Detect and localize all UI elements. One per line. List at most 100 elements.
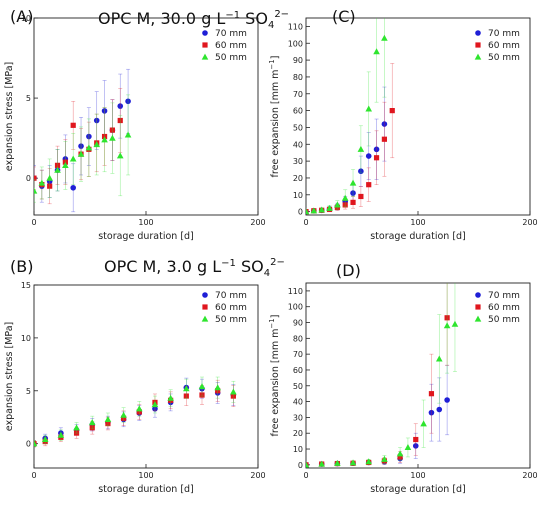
panel-b-point-50mm-5: [104, 415, 112, 422]
panel-c-ytick-label-8: 80: [293, 73, 303, 82]
panel-d-ytick-label-1: 10: [293, 445, 303, 454]
panel-b-legend-marker-2: [201, 315, 209, 322]
panel-c-legend-label-1: 60 mm: [488, 41, 520, 51]
panel-d-ytick-label-7: 70: [293, 350, 303, 359]
panel-b-point-60mm-10: [183, 393, 189, 399]
panel-a-point-60mm-5: [70, 122, 76, 128]
panel-a-point-60mm-11: [117, 117, 123, 124]
panel-c-point-50mm-10: [381, 34, 388, 41]
panel-a-point-70mm-5: [70, 184, 76, 191]
panel-c-ylabel: free expansion [mm m−1]: [268, 56, 281, 178]
panel-d-xtick-label-1: 100: [410, 471, 425, 480]
panel-d-ytick-label-4: 40: [293, 398, 303, 407]
panel-a-point-50mm-4: [62, 161, 69, 168]
panel-d-point-50mm-4: [365, 458, 373, 465]
panel-c-ytick-label-0: 0: [298, 208, 303, 217]
panel-b-ytick-label-3: 15: [21, 281, 31, 290]
panel-d-point-50mm-11: [451, 320, 459, 327]
panel-d-ytick-label-2: 20: [293, 429, 303, 438]
panel-b-point-50mm-2: [57, 431, 65, 438]
panel-d-ytick-label-10: 100: [288, 303, 303, 312]
panel-b-point-60mm-6: [121, 415, 127, 421]
panel-c-xtick-label-0: 0: [303, 218, 308, 227]
panel-a-point-70mm-9: [101, 108, 108, 114]
panel-c-legend-marker-0: [475, 30, 481, 36]
panel-c-ytick-label-3: 30: [293, 157, 303, 166]
panel-c-legend-label-0: 70 mm: [488, 29, 520, 39]
panel-d-ytick-label-3: 30: [293, 413, 303, 422]
panel-b-data: [34, 376, 237, 448]
panel-b-ytick-label-1: 5: [26, 387, 31, 396]
panel-c-xlabel: storage duration [d]: [370, 231, 466, 242]
panel-a-legend-label-0: 70 mm: [215, 29, 247, 39]
panel-d-point-50mm-2: [334, 459, 341, 466]
panel-c-ytick-label-10: 100: [288, 39, 303, 48]
panel-c-point-50mm-1: [310, 207, 318, 214]
panel-b-label: (B): [10, 257, 33, 276]
panel-c-point-50mm-7: [357, 145, 365, 152]
panel-c-point-60mm-8: [366, 182, 372, 188]
panel-d-ytick-label-6: 60: [293, 366, 303, 375]
panel-a-point-50mm-1: [38, 179, 46, 186]
panel-c-point-60mm-5: [342, 202, 348, 208]
panel-b-xtick-label-1: 100: [138, 471, 153, 480]
panel-b-point-60mm-13: [230, 393, 236, 399]
panel-c-point-50mm-8: [365, 105, 373, 112]
panel-a-point-50mm-3: [54, 166, 61, 173]
panel-d-legend-label-1: 60 mm: [488, 303, 520, 313]
panel-d-point-50mm-7: [404, 444, 412, 451]
panel-b-xtick-label-2: 200: [250, 471, 265, 480]
panel-c-xtick-label-1: 100: [410, 218, 425, 227]
panel-d-point-50mm-5: [381, 455, 388, 462]
panel-a-point-70mm-6: [78, 143, 84, 149]
panel-a-point-70mm-12: [125, 98, 131, 105]
panel-b-point-50mm-11: [198, 383, 206, 390]
panel-a-point-50mm-11: [116, 152, 124, 159]
panel-b-point-50mm-13: [230, 388, 237, 395]
panel-d-point-60mm-8: [428, 391, 435, 397]
panel-d-ytick-label-0: 0: [298, 461, 303, 470]
panel-b-point-50mm-0: [34, 440, 38, 447]
panel-c-data: [306, 18, 395, 215]
panel-d-ytick-label-5: 50: [293, 382, 303, 391]
panel-a-point-50mm-7: [85, 144, 93, 151]
panel-a-point-50mm-12: [124, 131, 132, 138]
panel-b-point-60mm-7: [136, 409, 142, 415]
panel-a-point-60mm-0: [34, 175, 37, 181]
panel-c-point-60mm-9: [373, 155, 380, 161]
panel-a-xtick-label-0: 0: [31, 218, 36, 227]
panel-a-point-50mm-6: [77, 150, 85, 157]
panel-c-ytick-label-6: 60: [293, 107, 303, 116]
panel-a-point-60mm-10: [109, 127, 115, 133]
panel-b-point-50mm-8: [151, 401, 159, 408]
panel-c-point-50mm-5: [341, 194, 349, 201]
panel-d-data: [306, 283, 459, 468]
panel-c-point-70mm-7: [358, 168, 364, 175]
panel-a-point-60mm-2: [47, 183, 53, 189]
panel-d-legend-label-2: 50 mm: [488, 315, 520, 325]
panel-d-point-70mm-10: [444, 397, 450, 403]
panel-c: 0 100 200 0 10 20 30 40 50 60 70 80 90 100 110 storage …: [268, 7, 538, 242]
panel-b-point-60mm-4: [89, 425, 95, 431]
panel-d-ylabel: free expansion [mm m−1]: [268, 315, 281, 437]
panel-d-ytick-label-11: 110: [288, 287, 303, 296]
panel-c-point-50mm-0: [306, 208, 310, 215]
panel-d-xtick-label-0: 0: [303, 471, 308, 480]
panel-b-point-50mm-4: [88, 419, 96, 426]
panel-b-point-60mm-3: [73, 430, 80, 436]
panel-a-point-60mm-3: [54, 162, 61, 168]
panel-c-legend-marker-1: [475, 42, 481, 48]
panel-d-point-50mm-8: [420, 420, 427, 427]
panel-a-legend-label-2: 50 mm: [215, 53, 247, 63]
panel-b-ylabel: expansion stress [MPa]: [4, 322, 15, 431]
panel-a-ytick-label-2: 10: [21, 14, 31, 23]
panel-d-point-50mm-0: [306, 461, 310, 468]
panel-b-legend-label-1: 60 mm: [215, 303, 247, 313]
panel-c-legend-marker-2: [474, 53, 482, 60]
panel-d-point-70mm-7: [412, 443, 419, 449]
panel-c-ytick-label-7: 70: [293, 90, 303, 99]
panel-b-xtick-label-0: 0: [31, 471, 36, 480]
panel-c-point-60mm-6: [350, 199, 356, 205]
panel-d-point-50mm-10: [443, 322, 451, 329]
panel-c-point-60mm-7: [358, 193, 364, 200]
